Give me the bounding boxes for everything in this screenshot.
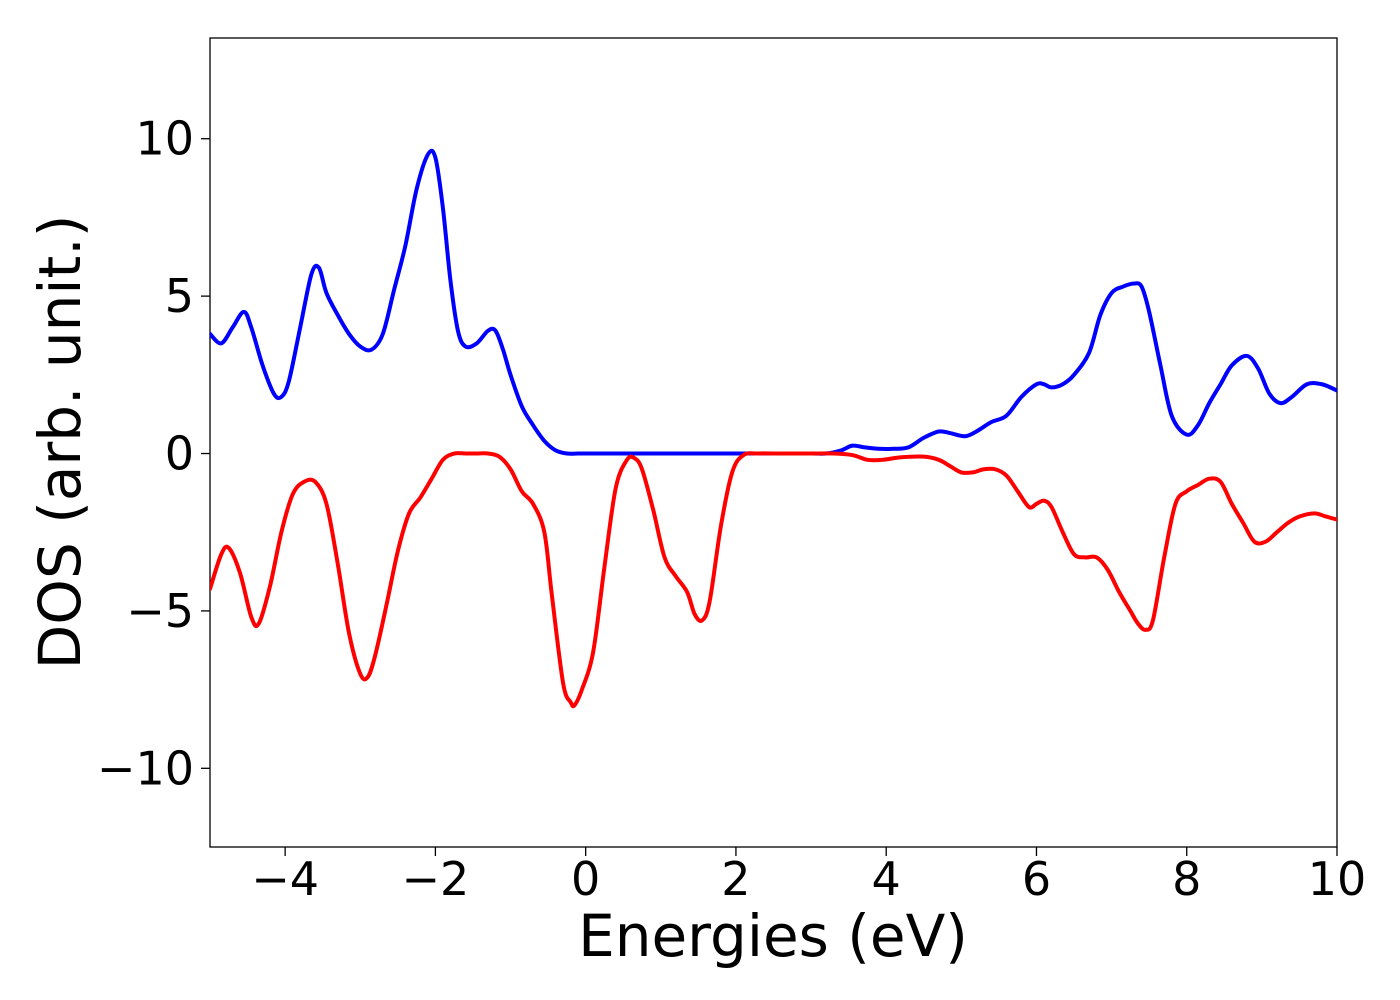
y-tick-label: 0 [165, 427, 194, 481]
dos-line-blue [210, 148, 1337, 456]
y-tick-label: −10 [97, 741, 194, 795]
x-axis-label: Energies (eV) [578, 902, 968, 970]
x-tick-label: 6 [1022, 852, 1051, 906]
y-tick-label: 10 [135, 112, 194, 166]
x-axis-ticks: −4 −2 0 2 4 6 8 10 [251, 847, 1366, 906]
x-tick-label: 8 [1172, 852, 1201, 906]
x-tick-label: −4 [251, 852, 319, 906]
x-tick-label: −2 [401, 852, 469, 906]
plot-area [209, 37, 1338, 848]
x-tick-label: 2 [721, 852, 750, 906]
plot-frame [209, 37, 1338, 848]
y-tick-label: −5 [126, 584, 194, 638]
series-layer [210, 148, 1337, 709]
y-axis-label: DOS (arb. unit.) [26, 215, 94, 670]
x-tick-label: 10 [1308, 852, 1367, 906]
dos-line-red [210, 451, 1337, 709]
x-tick-label: 0 [571, 852, 600, 906]
x-tick-label: 4 [872, 852, 901, 906]
y-tick-label: 5 [165, 269, 194, 323]
y-axis-ticks: −10 −5 0 5 10 [97, 112, 210, 795]
